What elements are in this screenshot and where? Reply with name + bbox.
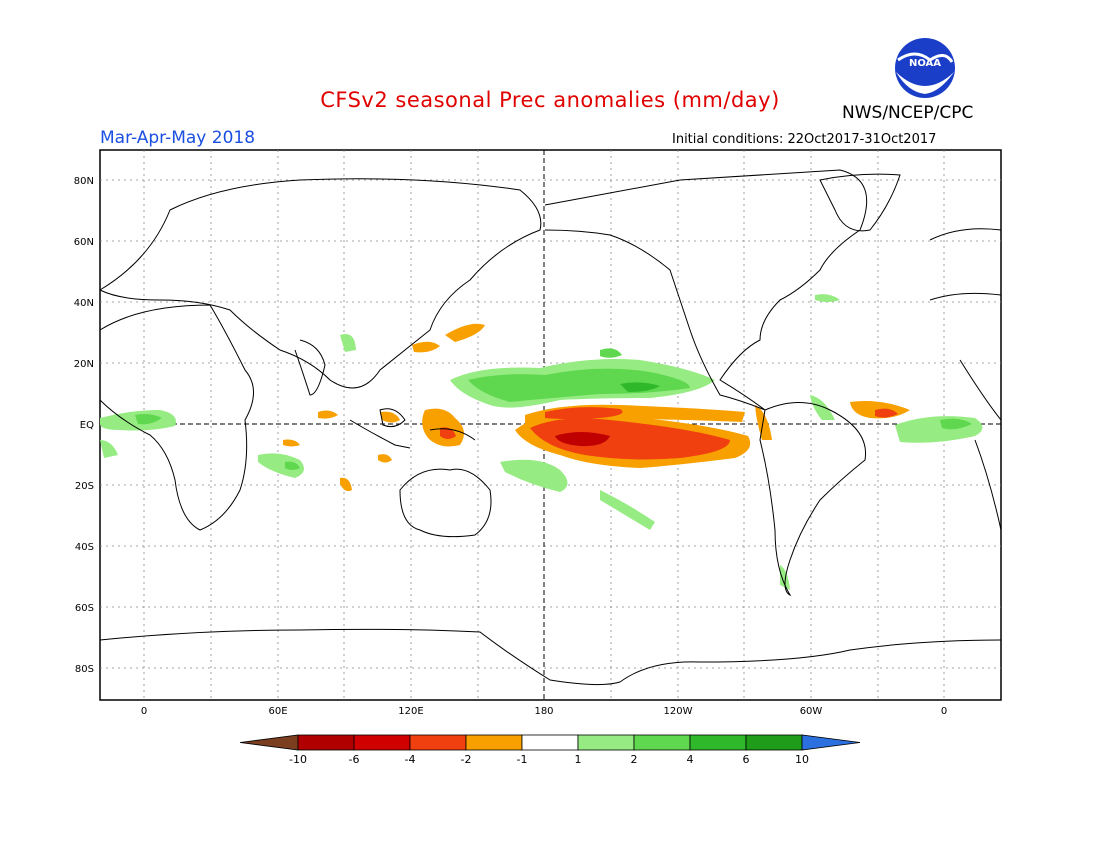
colorbar-label: 1 [575,753,582,766]
colorbar-label: -10 [289,753,307,766]
lat-label: 20S [75,481,94,492]
lon-label: 120E [398,706,423,717]
colorbar-label: -4 [405,753,416,766]
lon-label: 60E [268,706,287,717]
lat-label: 40S [75,542,94,553]
colorbar-label: -6 [349,753,360,766]
map-panel [99,149,1002,701]
lat-label: EQ [80,420,94,431]
colorbar-segment [633,734,691,751]
colorbar-label: 6 [743,753,750,766]
grid-lines [100,150,1001,700]
colorbar-segment [239,734,299,751]
lat-label: 40N [74,298,94,309]
colorbar-segment [409,734,467,751]
precip-anomaly-fields [100,294,983,590]
colorbar-label: -2 [461,753,472,766]
colorbar-segment [801,734,861,751]
colorbar-segment [745,734,803,751]
noaa-logo: NOAA [895,38,955,98]
logo-text: NOAA [909,58,941,69]
colorbar-segment [577,734,635,751]
lon-label: 60W [800,706,823,717]
lat-label: 20N [74,359,94,370]
lat-label: 80S [75,664,94,675]
longitude-labels: 0 60E 120E 180 120W 60W 0 [141,706,947,717]
lon-label: 180 [534,706,553,717]
colorbar-segment [297,734,355,751]
latitude-labels: 80N 60N 40N 20N EQ 20S 40S 60S 80S [74,176,94,675]
colorbar-label: 10 [795,753,809,766]
lon-label: 120W [664,706,693,717]
coastlines [99,169,1002,686]
colorbar-segment [353,734,411,751]
lon-label: 0 [941,706,947,717]
colorbar-segment [521,734,579,751]
colorbar-segment [465,734,523,751]
initial-conditions: Initial conditions: 22Oct2017-31Oct2017 [672,132,937,147]
lat-label: 60S [75,603,94,614]
map-title: CFSv2 seasonal Prec anomalies (mm/day) [320,88,780,112]
lat-label: 80N [74,176,94,187]
colorbar-segment [689,734,747,751]
colorbar-label: 4 [687,753,694,766]
lon-label: 0 [141,706,147,717]
colorbar-label: 2 [631,753,638,766]
colorbar-label: -1 [517,753,528,766]
forecast-period: Mar-Apr-May 2018 [100,128,256,148]
lat-label: 60N [74,237,94,248]
organization-label: NWS/NCEP/CPC [842,103,974,123]
colorbar: -10 -6 -4 -2 -1 1 2 4 6 10 [239,734,861,766]
